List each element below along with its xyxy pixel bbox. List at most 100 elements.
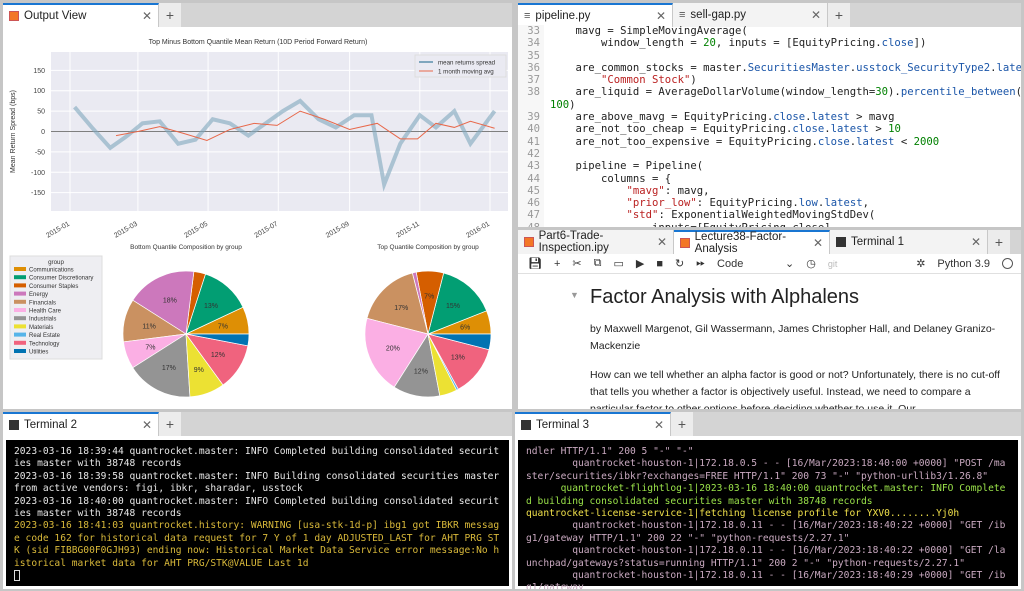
close-icon[interactable]: ✕ — [812, 236, 823, 250]
code-text: "Common Stock") — [601, 74, 697, 87]
pie-slice — [132, 333, 191, 398]
code-text — [544, 148, 550, 160]
legend-label: Energy — [29, 292, 48, 298]
legend-label: Materials — [29, 325, 53, 331]
output-tabbar: Output View ✕ + — [3, 3, 512, 27]
legend-label: mean returns spread — [438, 60, 496, 67]
terminal-line: quantrocket-houston-1|172.18.0.5 - - [16… — [526, 458, 1006, 482]
close-icon[interactable]: ✕ — [653, 418, 664, 432]
terminal-3-panel: Terminal 3 ✕ + ndler HTTP/1.1" 200 5 "-" … — [515, 412, 1021, 589]
code-text: are_above_mavg = EquityPricing.close.lat… — [550, 111, 895, 124]
code-line: 45 "mavg": mavg, — [518, 184, 1021, 198]
code-text: window_length = 20, inputs = [EquityPric… — [550, 37, 927, 50]
tab-label: Terminal 2 — [24, 419, 78, 431]
terminal-2-output[interactable]: 2023-03-16 18:39:44 quantrocket.master: … — [6, 440, 509, 586]
legend-swatch — [14, 308, 26, 312]
close-icon[interactable]: ✕ — [655, 9, 666, 23]
notebook-heading: Factor Analysis with Alphalens — [590, 286, 860, 308]
code-text — [544, 50, 550, 62]
code-line: 37 "Common Stock") — [518, 74, 1021, 87]
line-number: 44 — [518, 172, 544, 185]
line-number: 41 — [518, 135, 544, 148]
restart-icon[interactable]: ↻ — [675, 258, 685, 270]
tab-label: Terminal 1 — [851, 236, 905, 248]
line-number: 48 — [518, 221, 544, 227]
terminal-icon — [9, 420, 19, 430]
code-text: inputs=[EquityPricing.close] — [544, 222, 831, 227]
paste-icon[interactable]: ▭ — [613, 258, 624, 270]
tab-label: Terminal 3 — [536, 419, 590, 431]
tab-output-view[interactable]: Output View ✕ — [3, 3, 159, 27]
cut-icon[interactable]: ✂ — [572, 258, 582, 270]
stop-icon[interactable]: ■ — [656, 257, 664, 270]
close-icon[interactable]: ✕ — [656, 235, 667, 249]
pie-label: 13% — [451, 355, 465, 362]
pie-slice — [185, 333, 250, 347]
clock-icon[interactable]: ◷ — [806, 258, 816, 270]
notebook-icon — [680, 238, 690, 248]
pie-label: 20% — [386, 345, 400, 352]
editor-tabbar: ≡ pipeline.py ✕ ≡ sell-gap.py ✕ + — [518, 3, 1021, 27]
code-text: are_common_stocks = master.SecuritiesMas… — [550, 61, 1022, 74]
line-number: 47 — [518, 209, 544, 222]
line-number: 42 — [518, 147, 544, 161]
close-icon[interactable]: ✕ — [141, 9, 152, 23]
new-tab-button[interactable]: + — [671, 412, 693, 436]
pie-label: 12% — [414, 369, 428, 376]
line-number: 37 — [518, 74, 544, 87]
add-cell-icon[interactable]: + — [553, 257, 561, 270]
tab-terminal-1[interactable]: Terminal 1 ✕ — [830, 230, 988, 254]
new-tab-button[interactable]: + — [159, 3, 181, 27]
new-tab-button[interactable]: + — [828, 3, 850, 27]
tab-part6-trade-inspection[interactable]: Part6-Trade-Inspection.ipy ✕ — [518, 230, 674, 254]
code-text: 100) — [550, 98, 576, 111]
editor-panel: ≡ pipeline.py ✕ ≡ sell-gap.py ✕ + 33 mavg = … — [518, 3, 1021, 227]
run-icon[interactable]: ▶ — [635, 258, 645, 270]
terminal-line: 2023-03-16 18:39:58 quantrocket.master: … — [14, 470, 505, 495]
y-tick-label: 50 — [37, 109, 45, 116]
notebook-toolbar: 💾︎ + ✂ ⧉ ▭ ▶ ■ ↻ ⏩︎ Code ⌄ ◷ git ✲ Python 3.9 — [518, 254, 1021, 274]
pie-label: 15% — [446, 303, 460, 310]
code-line: 46 "prior_low": EquityPricing.low.latest… — [518, 197, 1021, 210]
chevron-down-icon[interactable]: ⌄ — [785, 258, 795, 270]
code-text: are_liquid = AverageDollarVolume(window_… — [550, 86, 1022, 99]
tab-lecture38[interactable]: Lecture38-Factor-Analysis ✕ — [674, 230, 830, 255]
terminal-line: 2023-03-16 18:41:03 quantrocket.history:… — [14, 520, 500, 569]
tab-sell-gap-py[interactable]: ≡ sell-gap.py ✕ — [673, 3, 828, 27]
fast-forward-icon[interactable]: ⏩︎ — [696, 257, 706, 269]
code-line: 35 — [518, 49, 1021, 62]
tab-pipeline-py[interactable]: ≡ pipeline.py ✕ — [518, 3, 673, 27]
debug-icon[interactable]: ✲ — [916, 258, 926, 270]
cell-type-select[interactable]: Code — [717, 258, 773, 270]
close-icon[interactable]: ✕ — [141, 418, 152, 432]
kernel-name[interactable]: Python 3.9 — [937, 257, 990, 270]
copy-icon[interactable]: ⧉ — [593, 257, 602, 269]
collapse-icon[interactable]: ▼ — [570, 290, 579, 300]
new-tab-button[interactable]: + — [159, 412, 181, 436]
close-icon[interactable]: ✕ — [970, 235, 981, 249]
legend-label: Consumer Staples — [29, 284, 78, 290]
save-icon[interactable]: 💾︎ — [528, 258, 542, 270]
code-text: pipeline = Pipeline( — [550, 160, 704, 173]
new-tab-button[interactable]: + — [988, 230, 1010, 254]
close-icon[interactable]: ✕ — [810, 8, 821, 22]
legend-label: Utilities — [29, 350, 48, 356]
terminal-3-output[interactable]: ndler HTTP/1.1" 200 5 "-" "-" quantrocke… — [518, 440, 1018, 589]
terminal-line: quantrocket-license-service-1|fetching l… — [526, 508, 960, 520]
legend-label: Industrials — [29, 317, 56, 323]
code-editor[interactable]: 33 mavg = SimpleMovingAverage(34 window_… — [518, 25, 1021, 227]
terminal-line: quantrocket-flightlog-1|2023-03-16 18:40… — [526, 483, 1006, 507]
output-view-panel: Output View ✕ + Top Minus Bottom Quantile… — [3, 3, 512, 409]
composition-charts: group Communications Consumer Discretionar… — [9, 244, 492, 398]
tab-terminal-3[interactable]: Terminal 3 ✕ — [515, 412, 671, 436]
line-number: 46 — [518, 197, 544, 210]
tab-terminal-2[interactable]: Terminal 2 ✕ — [3, 412, 159, 436]
mean-return-chart: Top Minus Bottom Quantile Mean Return (1… — [10, 39, 508, 240]
y-tick-label: 100 — [33, 88, 45, 95]
line-number: 45 — [518, 184, 544, 198]
y-tick-label: -150 — [31, 190, 45, 197]
y-tick-label: 150 — [33, 68, 45, 75]
code-line: 47 "std": ExponentialWeightedMovingStdDe… — [518, 209, 1021, 222]
y-tick-label: -50 — [35, 149, 45, 156]
terminal-cursor — [14, 570, 20, 582]
